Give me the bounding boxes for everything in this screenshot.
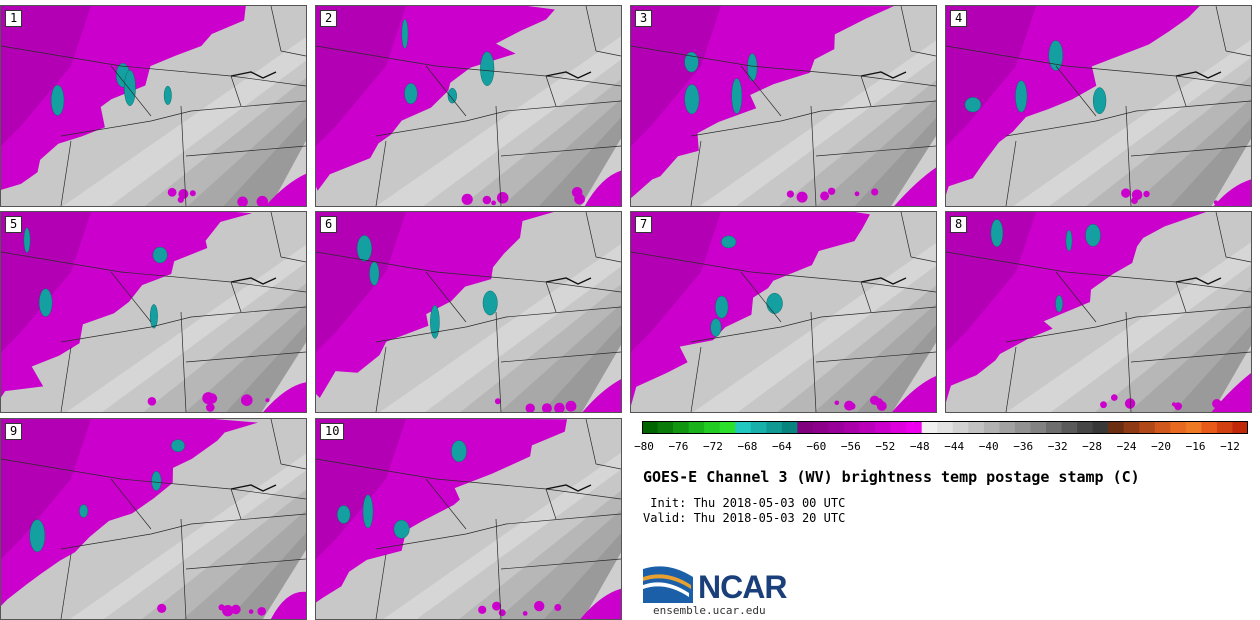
panel-number: 2: [320, 10, 338, 27]
colorbar-swatch: [1092, 421, 1109, 434]
colorbar-swatch: [642, 421, 659, 434]
colorbar-swatch: [688, 421, 705, 434]
water-vapor-map: [1, 6, 306, 206]
water-vapor-map: [946, 6, 1251, 206]
colorbar-swatch: [890, 421, 907, 434]
colorbar-swatch: [1046, 421, 1063, 434]
colorbar-swatch: [1170, 421, 1187, 434]
colorbar-tick-label: −28: [1082, 440, 1103, 453]
colorbar-swatch: [921, 421, 938, 434]
colorbar-swatch: [750, 421, 767, 434]
map-panel-8: 8: [945, 211, 1252, 413]
panel-number: 1: [5, 10, 23, 27]
colorbar-swatch: [704, 421, 721, 434]
colorbar-swatch: [937, 421, 954, 434]
colorbar-tick-label: −16: [1185, 440, 1206, 453]
colorbar-tick-label: −52: [875, 440, 896, 453]
panel-number: 10: [320, 423, 345, 440]
colorbar-swatch: [1185, 421, 1202, 434]
colorbar-tick-label: −68: [737, 440, 758, 453]
map-panel-2: 2: [315, 5, 622, 207]
colorbar-swatch: [1139, 421, 1156, 434]
colorbar-tick-label: −20: [1151, 440, 1171, 453]
colorbar-swatch: [1201, 421, 1218, 434]
panel-number: 4: [950, 10, 968, 27]
colorbar-swatch: [1061, 421, 1078, 434]
water-vapor-map: [631, 212, 936, 412]
site-url: ensemble.ucar.edu: [653, 604, 766, 617]
logo-text: NCAR: [698, 569, 787, 605]
colorbar-tick-label: −40: [978, 440, 999, 453]
colorbar-tick-label: −24: [1116, 440, 1137, 453]
init-time: Init: Thu 2018-05-03 00 UTC: [643, 496, 846, 510]
colorbar-swatch: [983, 421, 1000, 434]
water-vapor-map: [946, 212, 1251, 412]
colorbar-swatch: [812, 421, 829, 434]
map-panel-3: 3: [630, 5, 937, 207]
colorbar-swatch: [781, 421, 798, 434]
map-panel-6: 6: [315, 211, 622, 413]
panel-number: 6: [320, 216, 338, 233]
colorbar-tick-label: −76: [668, 440, 689, 453]
colorbar-tick-label: −36: [1013, 440, 1034, 453]
colorbar-swatch: [875, 421, 892, 434]
colorbar: [642, 421, 1248, 434]
map-panel-1: 1: [0, 5, 307, 207]
colorbar-swatch: [766, 421, 783, 434]
panel-number: 7: [635, 216, 653, 233]
map-panel-4: 4: [945, 5, 1252, 207]
colorbar-tick-label: −64: [771, 440, 792, 453]
valid-time: Valid: Thu 2018-05-03 20 UTC: [643, 511, 846, 525]
colorbar-tick-label: −56: [840, 440, 861, 453]
ncar-logo: [643, 566, 693, 603]
colorbar-swatch: [657, 421, 674, 434]
colorbar-swatch: [828, 421, 845, 434]
colorbar-swatch: [1077, 421, 1094, 434]
colorbar-swatch: [1216, 421, 1233, 434]
map-panel-7: 7: [630, 211, 937, 413]
colorbar-swatch: [797, 421, 814, 434]
colorbar-swatch: [968, 421, 985, 434]
colorbar-swatch: [1108, 421, 1125, 434]
colorbar-tick-label: −60: [806, 440, 827, 453]
water-vapor-map: [316, 419, 621, 619]
water-vapor-map: [1, 212, 306, 412]
water-vapor-map: [631, 6, 936, 206]
colorbar-swatch: [859, 421, 876, 434]
colorbar-swatch: [1123, 421, 1140, 434]
colorbar-swatch: [999, 421, 1016, 434]
colorbar-tick-label: −72: [703, 440, 723, 453]
colorbar-swatch: [719, 421, 736, 434]
water-vapor-map: [1, 419, 306, 619]
colorbar-swatch: [952, 421, 969, 434]
colorbar-swatch: [1154, 421, 1171, 434]
colorbar-tick-label: −12: [1220, 440, 1240, 453]
water-vapor-map: [316, 212, 621, 412]
map-panel-5: 5: [0, 211, 307, 413]
map-panel-9: 9: [0, 418, 307, 620]
colorbar-swatch: [844, 421, 861, 434]
panel-number: 5: [5, 216, 23, 233]
colorbar-tick-label: −32: [1047, 440, 1068, 453]
colorbar-swatch: [1014, 421, 1031, 434]
colorbar-swatch: [673, 421, 690, 434]
panel-number: 3: [635, 10, 653, 27]
figure-title: GOES-E Channel 3 (WV) brightness temp po…: [643, 468, 1140, 486]
panel-number: 8: [950, 216, 968, 233]
colorbar-tick-label: −44: [944, 440, 965, 453]
colorbar-swatch: [735, 421, 752, 434]
colorbar-swatch: [1232, 421, 1248, 434]
colorbar-tick-label: −80: [634, 440, 654, 453]
colorbar-swatch: [906, 421, 923, 434]
water-vapor-map: [316, 6, 621, 206]
map-panel-10: 10: [315, 418, 622, 620]
colorbar-tick-label: −48: [909, 440, 930, 453]
panel-number: 9: [5, 423, 23, 440]
colorbar-swatch: [1030, 421, 1047, 434]
